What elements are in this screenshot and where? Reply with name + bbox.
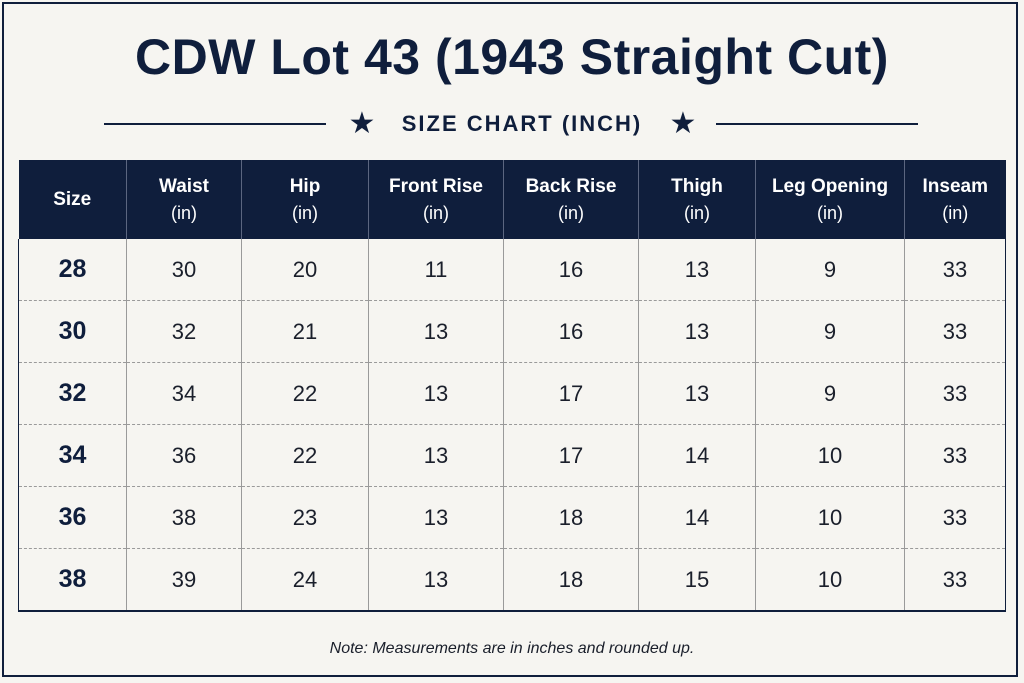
column-header-label: Waist [159,175,209,197]
size-cell: 36 [18,486,127,549]
table-cell: 13 [638,239,756,301]
table-cell: 13 [368,424,504,487]
table-cell: 21 [241,300,369,363]
table-cell: 14 [638,424,756,487]
table-cell: 9 [755,362,905,425]
table-cell: 10 [755,424,905,487]
column-header-label: Front Rise [389,175,483,197]
size-cell: 38 [18,548,127,611]
table-cell: 18 [503,548,639,611]
divider-left [104,123,326,125]
table-cell: 11 [368,239,504,301]
table-cell: 34 [126,362,242,425]
table-cell: 16 [503,300,639,363]
chart-subtitle: SIZE CHART (INCH) [401,111,643,136]
column-header-label: Size [53,188,92,210]
column-header: Leg Opening (in) [755,160,905,239]
column-header: Waist (in) [126,160,242,239]
table-cell: 13 [368,486,504,549]
column-header-label: Thigh [671,175,723,197]
table-cell: 33 [904,548,1006,611]
column-header-unit: (in) [558,202,584,223]
star-icon: ★ [669,107,697,140]
size-table: Size Waist (in) Hip (in) Front Rise (in)… [18,160,1006,612]
table-cell: 10 [755,486,905,549]
table-cell: 38 [126,486,242,549]
size-cell: 30 [18,300,127,363]
table-row: 36 38 23 13 18 14 10 33 [18,486,1006,549]
size-cell: 28 [18,239,127,301]
table-cell: 15 [638,548,756,611]
column-header: Front Rise (in) [368,160,504,239]
column-header-unit: (in) [171,202,197,223]
table-cell: 18 [503,486,639,549]
size-cell: 34 [18,424,127,487]
table-cell: 24 [241,548,369,611]
table-cell: 17 [503,424,639,487]
footnote: Note: Measurements are in inches and rou… [329,640,695,657]
column-header-unit: (in) [423,202,449,223]
divider-right [716,123,918,125]
table-row: 28 30 20 11 16 13 9 33 [18,239,1006,301]
table-row: 30 32 21 13 16 13 9 33 [18,300,1006,363]
table-cell: 32 [126,300,242,363]
table-cell: 13 [638,362,756,425]
column-header-unit: (in) [942,202,969,223]
table-row: 34 36 22 13 17 14 10 33 [18,424,1006,487]
column-header: Size [18,160,127,239]
column-header: Inseam (in) [904,160,1006,239]
table-cell: 16 [503,239,639,301]
table-cell: 39 [126,548,242,611]
table-cell: 22 [241,424,369,487]
table-cell: 17 [503,362,639,425]
table-cell: 33 [904,486,1006,549]
table-cell: 30 [126,239,242,301]
size-cell: 32 [18,362,127,425]
table-cell: 13 [638,300,756,363]
table-cell: 36 [126,424,242,487]
table-cell: 9 [755,239,905,301]
table-row: 32 34 22 13 17 13 9 33 [18,362,1006,425]
table-cell: 33 [904,424,1006,487]
table-cell: 23 [241,486,369,549]
column-header-label: Inseam [922,175,988,197]
column-header: Back Rise (in) [503,160,639,239]
table-cell: 9 [755,300,905,363]
column-header-unit: (in) [292,202,318,223]
column-header: Thigh (in) [638,160,756,239]
table-cell: 13 [368,548,504,611]
table-cell: 22 [241,362,369,425]
page-title: CDW Lot 43 (1943 Straight Cut) [135,29,889,85]
column-header-label: Hip [289,175,321,197]
table-cell: 13 [368,362,504,425]
subtitle-row: ★ SIZE CHART (INCH) ★ [0,106,1024,142]
table-cell: 13 [368,300,504,363]
column-header-unit: (in) [684,202,710,223]
table-cell: 10 [755,548,905,611]
table-cell: 33 [904,362,1006,425]
column-header: Hip (in) [241,160,369,239]
table-header-row: Size Waist (in) Hip (in) Front Rise (in)… [18,160,1006,239]
table-cell: 20 [241,239,369,301]
column-header-unit: (in) [817,202,843,223]
star-icon: ★ [348,107,376,140]
table-cell: 33 [904,239,1006,301]
table-cell: 14 [638,486,756,549]
column-header-label: Back Rise [525,175,617,197]
column-header-label: Leg Opening [771,175,889,197]
table-row: 38 39 24 13 18 15 10 33 [18,548,1006,611]
table-cell: 33 [904,300,1006,363]
